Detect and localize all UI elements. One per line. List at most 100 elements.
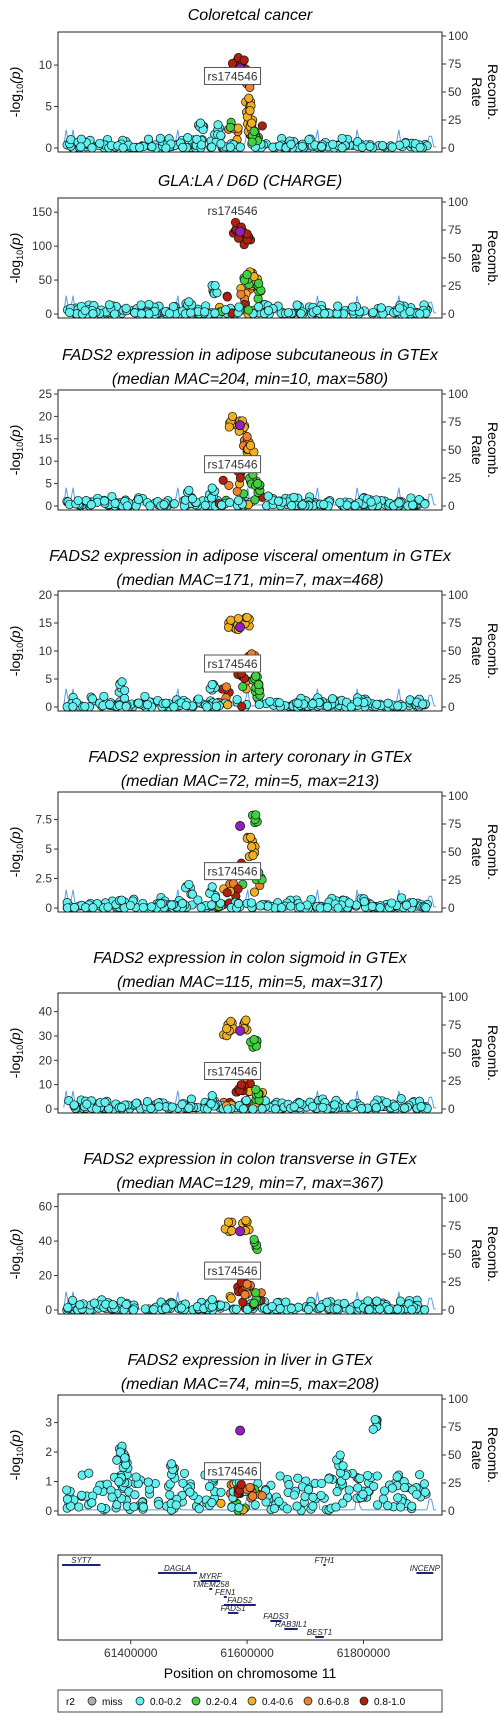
snp-point (138, 1502, 148, 1512)
y-tick-label: 2.5 (35, 872, 52, 886)
snp-point (154, 1102, 164, 1112)
panel-title: FADS2 expression in adipose visceral ome… (49, 548, 452, 565)
snp-point (304, 135, 314, 145)
snp-point (206, 1099, 216, 1109)
panel-subtitle: (median MAC=115, min=5, max=317) (117, 974, 383, 991)
snp-point (345, 1305, 355, 1315)
y-tick-label: 0 (45, 901, 52, 915)
snp-point (394, 498, 404, 508)
snp-point (176, 1303, 186, 1313)
snp-point (304, 1485, 314, 1495)
snp-point (269, 1503, 279, 1514)
snp-point (420, 499, 430, 509)
recomb-tick-label: 25 (448, 672, 462, 686)
recomb-axis-label: Recomb.Rate (469, 623, 500, 679)
y-tick-label: 20 (39, 588, 53, 602)
snp-point (99, 496, 110, 506)
snp-point (142, 700, 153, 710)
snp-point (415, 142, 425, 153)
snp-point (387, 142, 397, 152)
snp-point (193, 895, 203, 905)
snp-peak-point (184, 297, 194, 307)
snp-point (322, 701, 333, 711)
snp-peak-point (223, 1217, 234, 1227)
snp-point (120, 685, 130, 696)
snp-point (108, 1300, 118, 1310)
y-tick-label: 40 (39, 1234, 53, 1248)
snp-point (223, 700, 233, 710)
snp-point (353, 1483, 363, 1493)
snp-point (179, 1468, 190, 1478)
snp-peak-point (242, 612, 252, 622)
snp-point (372, 1296, 382, 1306)
lead-snp-label: rs174546 (208, 657, 258, 671)
y-axis-label: -log10(p) (7, 233, 25, 284)
snp-point (117, 895, 127, 905)
snp-point (222, 888, 232, 898)
recomb-tick-label: 100 (448, 588, 468, 602)
snp-point (327, 694, 338, 704)
snp-point (84, 1468, 94, 1478)
panel-7: FADS2 expression in liver in GTEx (median… (7, 1352, 500, 1518)
panel-title: FADS2 expression in liver in GTEx (127, 1352, 373, 1369)
gene-label: BEST1 (307, 1628, 332, 1637)
recomb-tick-label: 0 (448, 1504, 455, 1518)
snp-point (317, 142, 327, 152)
recomb-tick-label: 50 (448, 85, 462, 99)
snp-point (350, 500, 360, 511)
snp-point (255, 901, 265, 911)
snp-point (312, 305, 322, 315)
snp-point (276, 903, 287, 913)
recomb-axis-label: Recomb.Rate (469, 1427, 500, 1483)
snp-point (181, 700, 191, 711)
snp-peak-point (239, 55, 249, 65)
snp-point (375, 903, 385, 913)
snp-point (257, 1491, 267, 1501)
snp-point (147, 142, 157, 152)
snp-peak-point (233, 613, 243, 624)
snp-point (164, 308, 175, 319)
recomb-axis-label: Recomb.Rate (469, 1025, 500, 1081)
snp-point (169, 499, 179, 509)
snp-point (77, 1490, 87, 1500)
lead-snp-label-box (204, 862, 262, 881)
recomb-tick-label: 25 (448, 1275, 462, 1289)
snp-point (185, 1487, 195, 1497)
snp-point (333, 903, 343, 913)
snp-point (232, 486, 242, 496)
snp-point (292, 1501, 302, 1511)
snp-point (143, 134, 154, 144)
snp-point (331, 1502, 341, 1512)
snp-point (104, 300, 114, 310)
snp-point (73, 495, 83, 506)
snp-peak-point (251, 1084, 261, 1095)
panel-subtitle: (median MAC=72, min=5, max=213) (121, 773, 379, 790)
snp-point (234, 1503, 244, 1513)
snp-point (167, 1102, 177, 1112)
gene-label: RAB3IL1 (275, 1620, 307, 1629)
legend-swatch (359, 1696, 369, 1706)
snp-point (187, 889, 197, 899)
snp-point (308, 699, 318, 709)
snp-point (221, 305, 231, 315)
snp-point (289, 1102, 299, 1112)
snp-point (297, 141, 307, 151)
snp-peak-point (241, 1015, 251, 1025)
y-tick-label: 10 (39, 644, 53, 658)
snp-peak-point (241, 1215, 251, 1225)
recomb-tick-label: 50 (448, 1448, 462, 1462)
snp-point (196, 902, 206, 913)
snp-point (226, 1293, 236, 1303)
snp-point (222, 292, 232, 302)
snp-peak-point (222, 1024, 232, 1034)
y-tick-label: 0 (45, 307, 52, 321)
recomb-tick-label: 50 (448, 443, 462, 457)
snp-point (405, 306, 415, 317)
y-tick-label: 25 (39, 387, 53, 401)
snp-point (332, 309, 342, 319)
gene-track-frame (57, 1554, 443, 1641)
snp-point (194, 1504, 204, 1514)
snp-point (159, 500, 169, 510)
snp-peak-point (210, 280, 220, 291)
snp-point (283, 308, 293, 318)
